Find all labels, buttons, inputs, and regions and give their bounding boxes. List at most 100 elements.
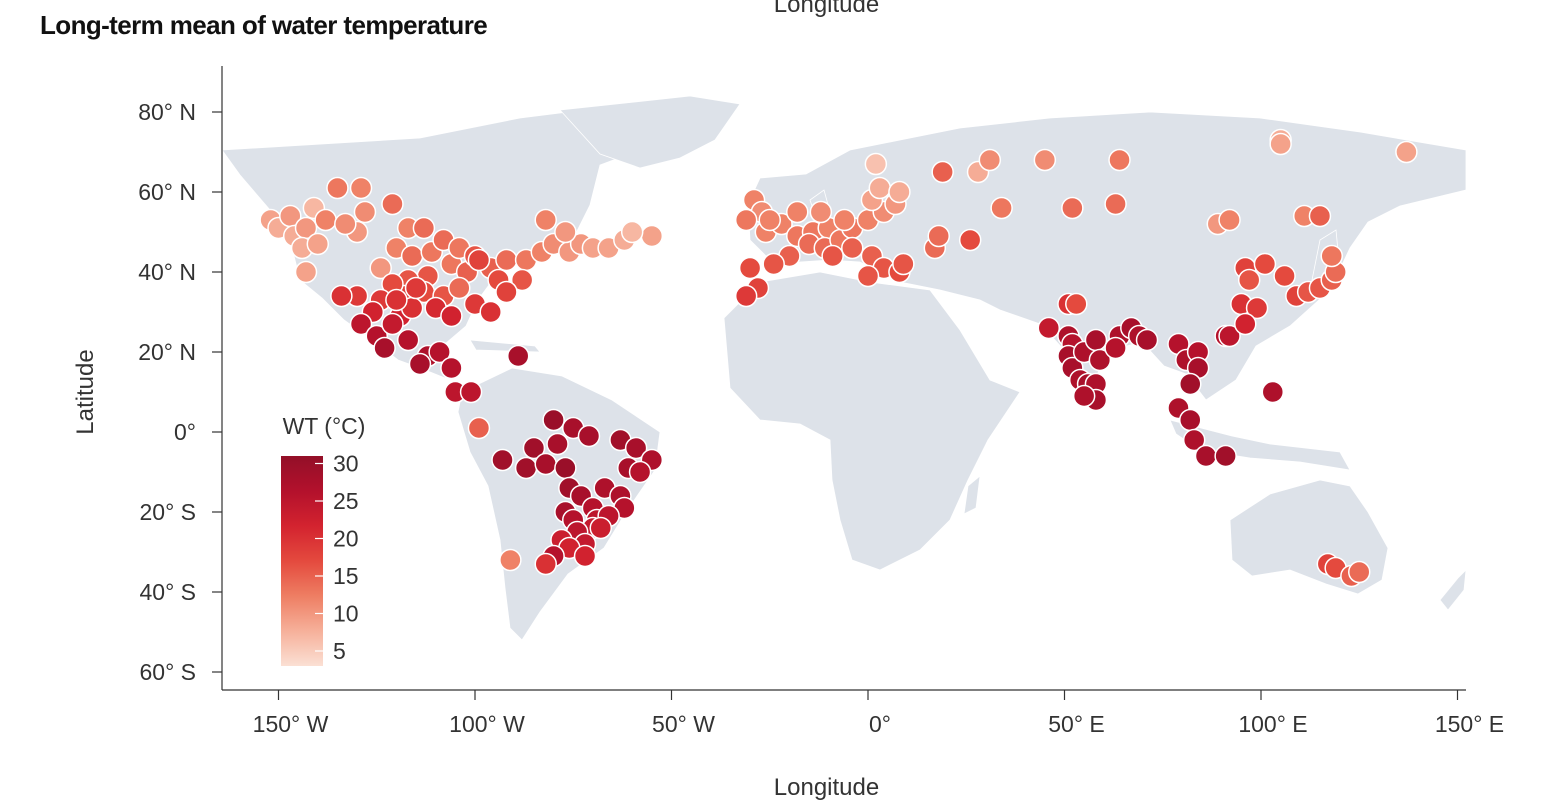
data-points [259,128,1418,588]
data-point [467,248,491,272]
land-greenland [559,95,741,169]
data-point [1088,348,1112,372]
data-point [589,516,613,540]
data-point [1218,324,1241,348]
data-point [1108,148,1131,172]
data-point [841,236,864,260]
data-point [495,280,518,304]
data-point [1194,444,1218,468]
data-point [440,304,463,328]
data-point [334,212,357,236]
data-point [369,256,392,280]
data-point [506,344,530,368]
data-point [448,276,471,300]
data-point [931,160,954,184]
data-point [990,196,1013,220]
data-point [326,176,349,200]
data-point [628,460,652,484]
x-tick-label: 150° W [253,711,329,737]
data-point [381,192,404,216]
data-point [734,208,758,232]
colorbar-tick-label: 10 [333,601,359,627]
data-point [640,224,664,248]
y-tick-label: 20° S [139,499,196,525]
data-point [1308,204,1332,228]
data-point [1261,380,1285,404]
data-point [1253,252,1277,276]
data-point [1269,132,1292,156]
data-point [1234,312,1257,336]
colorbar-legend: WT (°C) 30 25 20 15 10 5 [281,413,365,666]
y-tick-label: 40° N [138,259,196,285]
data-point [856,264,880,288]
data-point [833,208,856,232]
data-point [1104,336,1127,360]
y-tick-label: 0° [174,419,196,445]
data-point [499,548,522,572]
data-point [385,288,408,312]
data-point [412,216,436,240]
x-tick-label: 0° [869,711,891,737]
data-point [1273,264,1296,288]
colorbar-tick-label: 5 [333,638,346,664]
data-point [514,456,538,480]
data-point [314,208,337,232]
axis-ticks: 80° N60° N40° N20° N0°20° S40° S60° S150… [138,99,1504,737]
data-point [400,244,424,268]
data-point [440,356,463,380]
data-point [738,256,762,280]
data-point [1395,140,1418,164]
y-tick-label: 60° S [139,659,196,685]
data-point [1348,560,1371,584]
data-point [1084,328,1108,352]
data-point [1033,148,1057,172]
y-tick-label: 80° N [138,99,196,125]
data-point [762,252,785,276]
data-point [573,544,597,568]
data-point [888,180,911,204]
data-point [396,328,420,352]
data-point [408,352,432,376]
data-point [1214,444,1237,468]
y-tick-label: 60° N [138,179,196,205]
data-point [1179,372,1202,396]
data-point [1245,296,1269,320]
data-point [577,424,601,448]
land-africa [723,271,1021,571]
colorbar-title: WT (°C) [283,413,366,439]
data-point [554,220,577,244]
world-landmass [221,95,1467,641]
data-point [1218,208,1241,232]
data-point [349,176,373,200]
data-point [491,448,514,472]
data-point [381,312,404,336]
colorbar-tick-label: 20 [333,526,359,552]
data-point [1320,244,1343,268]
data-point [978,148,1002,172]
data-point [1179,408,1202,432]
data-point [927,224,950,248]
data-point [809,200,833,224]
data-point [624,436,648,460]
y-tick-label: 40° S [139,579,196,605]
data-point [554,456,577,480]
data-point [459,380,483,404]
data-point [758,208,781,232]
colorbar-tick-label: 15 [333,563,359,589]
axes [221,66,1466,691]
x-tick-label: 100° E [1238,711,1307,737]
data-point [522,436,546,460]
data-point [1135,328,1159,352]
data-point [353,200,377,224]
data-point [1061,196,1084,220]
data-point [428,340,451,364]
data-point [306,232,330,256]
data-point [892,252,915,276]
data-point [546,432,569,456]
land-madagascar [963,475,981,515]
data-point [1237,268,1261,292]
data-point [495,248,518,272]
data-point [1072,384,1096,408]
x-axis-label: Longitude [773,774,880,801]
